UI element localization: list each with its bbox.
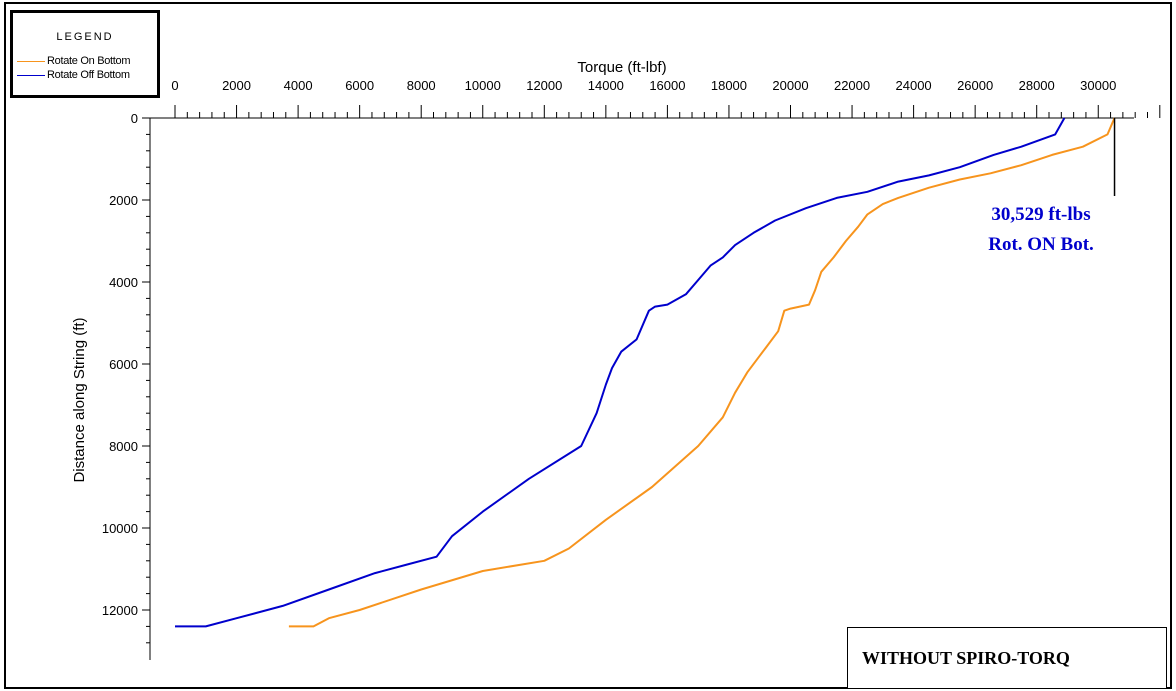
x-tick-label: 22000	[834, 78, 870, 93]
y-tick-label: 0	[131, 111, 138, 126]
chart-frame	[4, 2, 1172, 689]
legend-label: Rotate On Bottom	[47, 55, 131, 67]
y-tick-label: 2000	[109, 193, 138, 208]
max-torque-annotation: 30,529 ft-lbs Rot. ON Bot.	[966, 200, 1116, 260]
x-tick-label: 16000	[649, 78, 685, 93]
legend-entry-rotate-off-bottom: Rotate Off Bottom	[17, 69, 167, 83]
series-line-rotate-on-bottom	[288, 117, 1116, 628]
y-tick-label: 10000	[102, 521, 138, 536]
series-line-rotate-off-bottom	[175, 117, 1066, 628]
x-tick-label: 10000	[465, 78, 501, 93]
x-tick-label: 4000	[284, 78, 313, 93]
x-tick-label: 18000	[711, 78, 747, 93]
note-box: WITHOUT SPIRO-TORQ	[847, 627, 1167, 689]
legend-entry-rotate-on-bottom: Rotate On Bottom	[17, 55, 167, 69]
annotation-line2: Rot. ON Bot.	[988, 234, 1094, 255]
x-tick-label: 2000	[222, 78, 251, 93]
y-tick-label: 8000	[109, 439, 138, 454]
legend-label: Rotate Off Bottom	[47, 69, 130, 81]
y-axis-title: Distance along String (ft)	[71, 317, 88, 482]
x-tick-label: 30000	[1080, 78, 1116, 93]
x-tick-label: 14000	[588, 78, 624, 93]
legend-title: LEGEND	[56, 31, 114, 43]
x-tick-label: 26000	[957, 78, 993, 93]
x-tick-label: 6000	[345, 78, 374, 93]
x-tick-label: 20000	[772, 78, 808, 93]
x-tick-label: 28000	[1019, 78, 1055, 93]
y-tick-label: 12000	[102, 603, 138, 618]
legend-swatch-orange	[17, 61, 45, 62]
annotation-line1: 30,529 ft-lbs	[991, 204, 1091, 225]
legend-swatch-blue	[17, 75, 45, 76]
x-tick-label: 8000	[407, 78, 436, 93]
x-tick-label: 0	[171, 78, 178, 93]
y-tick-label: 6000	[109, 357, 138, 372]
x-axis-title: Torque (ft-lbf)	[577, 59, 666, 76]
x-tick-label: 12000	[526, 78, 562, 93]
x-tick-label: 24000	[896, 78, 932, 93]
legend: LEGEND Rotate On Bottom Rotate Off Botto…	[10, 10, 160, 98]
y-tick-label: 4000	[109, 275, 138, 290]
